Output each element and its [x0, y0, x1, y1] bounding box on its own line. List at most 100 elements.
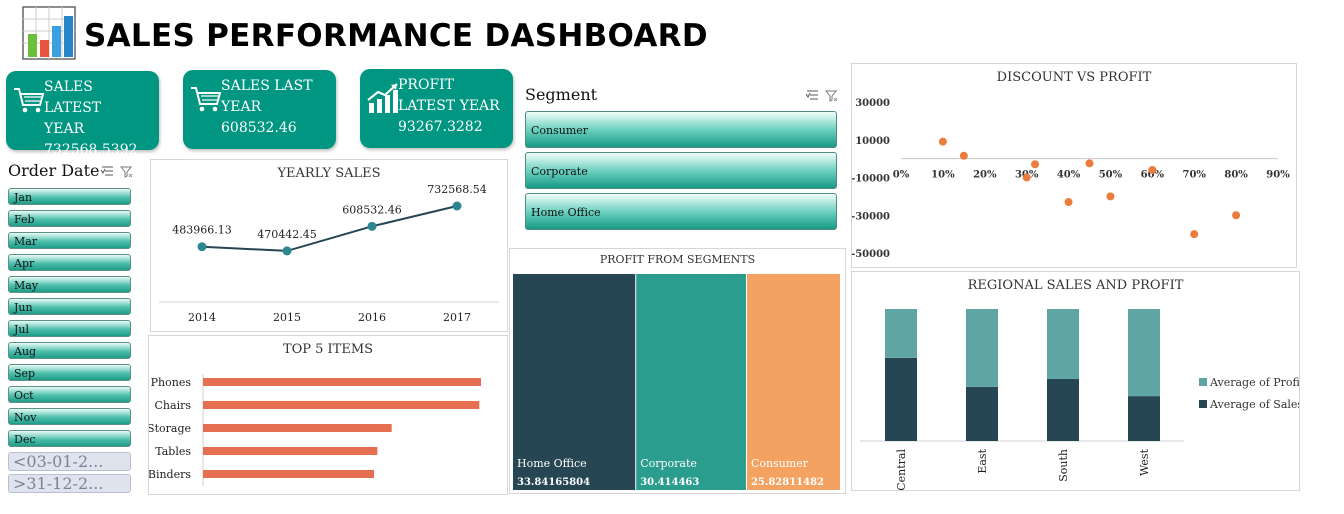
data-point — [367, 221, 377, 231]
kpi-label: LATEST YEAR — [398, 98, 500, 114]
x-tick-label: 80% — [1224, 170, 1248, 181]
kpi-label: SALES LATEST — [44, 79, 102, 116]
legend-swatch-profit — [1199, 378, 1207, 386]
sales-bar — [1128, 396, 1160, 441]
sales-bar — [966, 386, 998, 441]
scatter-point — [959, 151, 968, 160]
x-tick-label: 2017 — [443, 311, 471, 324]
legend-label: Average of Profit — [1209, 376, 1299, 389]
segment-value: 33.84165804 — [517, 477, 590, 488]
chart-title: DISCOUNT VS PROFIT — [996, 70, 1152, 85]
series-line — [201, 205, 458, 252]
bar — [203, 470, 375, 478]
month-button-aug[interactable]: Aug — [8, 342, 131, 359]
profit-from-segments-chart: PROFIT FROM SEGMENTS Home Office 33.84165… — [509, 248, 846, 494]
category-label: West — [1138, 448, 1151, 476]
kpi-card-sales-last: SALES LAST YEAR 608532.46 — [183, 70, 336, 149]
month-button-oct[interactable]: Oct — [8, 386, 131, 403]
kpi-value: 732568.5392 — [44, 142, 138, 158]
category-label: Phones — [151, 376, 192, 389]
segment-label: Corporate — [640, 457, 697, 470]
chart-title: TOP 5 ITEMS — [282, 342, 374, 357]
data-label: 483966.13 — [172, 224, 232, 237]
scatter-point — [1064, 198, 1073, 207]
scatter-point — [1148, 165, 1157, 174]
date-range-start-button[interactable]: <03-01-2... — [8, 452, 131, 471]
category-label: Tables — [155, 445, 191, 458]
profit-bar — [1128, 309, 1160, 397]
x-tick-label: 10% — [931, 170, 955, 181]
month-button-jul[interactable]: Jul — [8, 320, 131, 337]
profit-bar — [966, 309, 998, 387]
clear-filter-icon[interactable] — [120, 165, 133, 178]
kpi-value: 608532.46 — [221, 120, 297, 136]
y-tick-label: -10000 — [852, 174, 890, 185]
x-tick-label: 40% — [1057, 170, 1081, 181]
clear-filter-icon[interactable] — [825, 89, 838, 102]
x-tick-label: 50% — [1099, 170, 1123, 181]
page-title: SALES PERFORMANCE DASHBOARD — [84, 18, 708, 54]
x-tick-label: 20% — [973, 170, 997, 181]
x-tick-label: 60% — [1141, 170, 1165, 181]
scatter-point — [938, 137, 947, 146]
profit-bar — [885, 309, 917, 358]
data-label: 732568.54 — [427, 183, 487, 196]
month-button-jun[interactable]: Jun — [8, 298, 131, 315]
legend-swatch-sales — [1199, 400, 1207, 408]
scatter-point — [1190, 230, 1199, 239]
scatter-point — [1232, 211, 1241, 220]
chart-title: REGIONAL SALES AND PROFIT — [967, 278, 1184, 293]
segment-button-consumer[interactable]: Consumer — [525, 111, 837, 148]
x-tick-label: 2015 — [273, 311, 301, 324]
segment-button-corporate[interactable]: Corporate — [525, 152, 837, 189]
multi-select-icon[interactable] — [101, 165, 114, 178]
kpi-card-profit-latest: PROFIT LATEST YEAR 93267.3282 — [360, 69, 513, 148]
month-button-sep[interactable]: Sep — [8, 364, 131, 381]
segment-block — [636, 274, 746, 490]
date-range-end-button[interactable]: >31-12-2... — [8, 474, 131, 493]
scatter-point — [1022, 173, 1031, 182]
bar — [203, 424, 392, 432]
profit-bar — [1047, 309, 1079, 379]
yearly-sales-chart: YEARLY SALES 483966.13 2014 470442.45 2015 6… — [150, 159, 508, 332]
segment-value: 30.414463 — [640, 477, 699, 488]
month-button-jan[interactable]: Jan — [8, 188, 131, 205]
month-button-mar[interactable]: Mar — [8, 232, 131, 249]
chart-title: PROFIT FROM SEGMENTS — [599, 253, 756, 266]
category-label: Central — [895, 449, 908, 490]
month-button-dec[interactable]: Dec — [8, 430, 131, 447]
top-5-items-chart: TOP 5 ITEMS Phones Chairs Storage Tables Bin… — [148, 335, 508, 495]
kpi-label: SALES LAST — [221, 78, 313, 94]
segment-block — [513, 274, 636, 490]
bar — [203, 378, 481, 386]
segment-block — [746, 274, 840, 490]
category-label: Chairs — [155, 399, 192, 412]
category-label: South — [1057, 449, 1070, 482]
month-button-apr[interactable]: Apr — [8, 254, 131, 271]
kpi-value: 93267.3282 — [398, 119, 483, 135]
x-tick-label: 2016 — [358, 311, 386, 324]
segment-slicer-title: Segment — [525, 85, 598, 104]
discount-vs-profit-chart: DISCOUNT VS PROFIT 30000 10000 -10000 -3000… — [851, 63, 1297, 268]
scatter-point — [1031, 160, 1040, 169]
y-tick-label: 30000 — [855, 98, 890, 109]
x-tick-label: 90% — [1266, 170, 1290, 181]
segment-label: Consumer — [751, 457, 809, 470]
multi-select-icon[interactable] — [806, 89, 819, 102]
month-button-may[interactable]: May — [8, 276, 131, 293]
segment-button-home-office[interactable]: Home Office — [525, 193, 837, 230]
shopping-cart-icon — [191, 87, 222, 112]
month-button-nov[interactable]: Nov — [8, 408, 131, 425]
sales-bar — [885, 357, 917, 441]
bar-chart-logo-icon — [22, 6, 76, 60]
x-tick-label: 2014 — [188, 311, 216, 324]
order-date-slicer-title: Order Date — [8, 161, 100, 180]
data-point — [197, 242, 207, 252]
y-tick-label: 10000 — [855, 136, 890, 147]
category-label: East — [976, 448, 989, 473]
shopping-cart-icon — [14, 88, 45, 113]
data-label: 470442.45 — [257, 228, 317, 241]
data-label: 608532.46 — [342, 203, 402, 216]
month-button-feb[interactable]: Feb — [8, 210, 131, 227]
sales-bar — [1047, 378, 1079, 441]
